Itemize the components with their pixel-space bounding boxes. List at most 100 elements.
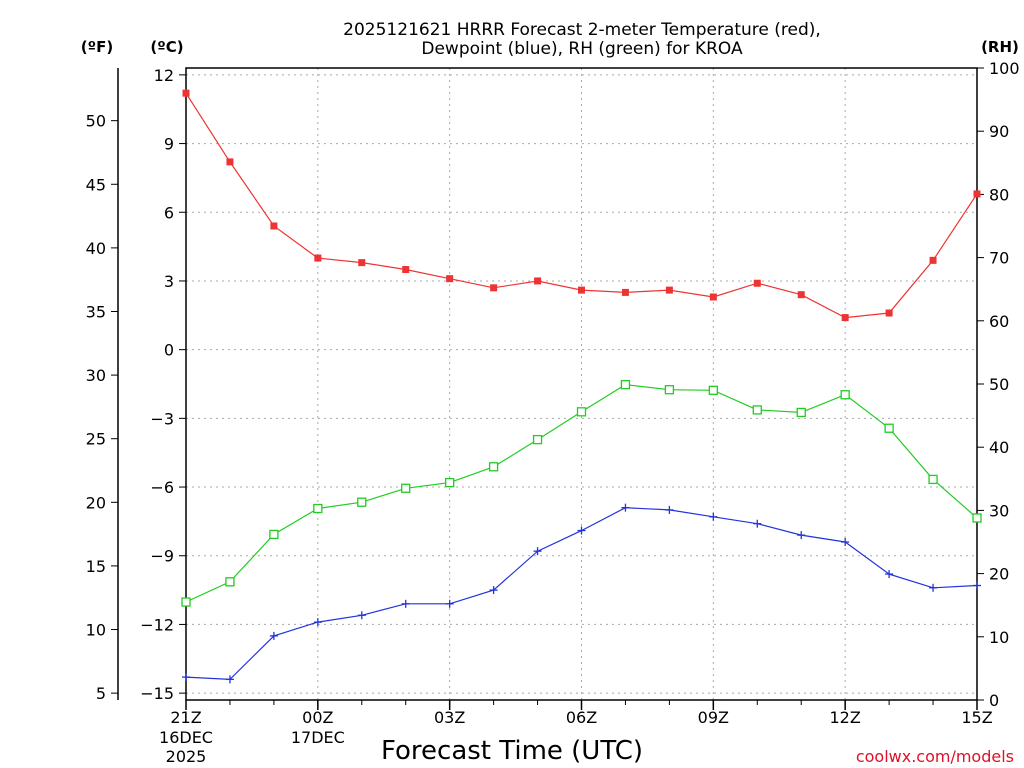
x-tick-date-label: 17DEC [291, 728, 345, 747]
2-meter-temperature-line [185, 92, 978, 319]
dewpoint-point [313, 618, 322, 627]
series [181, 89, 982, 684]
rh-point [181, 597, 191, 607]
rh-point [225, 577, 235, 587]
dewpoint-point [489, 586, 498, 595]
dewpoint-point [973, 581, 981, 590]
x-tick-label: 12Z [830, 708, 861, 727]
2-meter-temperature-point [270, 222, 278, 230]
celsius-tick-label: −3 [150, 409, 174, 428]
rh-point [972, 513, 982, 523]
x-tick-label: 09Z [698, 708, 729, 727]
rh-tick-label: 80 [989, 185, 1009, 204]
dewpoint-point [753, 519, 762, 528]
rh-point [796, 407, 806, 418]
rh-point [752, 405, 762, 415]
2-meter-temperature-point [665, 286, 673, 294]
dewpoint-point [225, 675, 234, 684]
dewpoint-point [929, 583, 938, 592]
dewpoint-point [357, 611, 366, 620]
rh-point [620, 379, 631, 390]
fahrenheit-tick-label: 40 [86, 239, 106, 258]
2-meter-temperature-point [973, 190, 981, 198]
grid-lines [186, 68, 977, 700]
celsius-tick-label: 9 [164, 135, 174, 154]
rh-tick-label: 0 [989, 691, 999, 710]
2-meter-temperature-point [534, 277, 542, 285]
dewpoint-point [621, 503, 630, 512]
celsius-tick-label: −12 [140, 615, 174, 634]
2-meter-temperature-point [753, 279, 761, 287]
rh-tick-label: 50 [989, 375, 1009, 394]
celsius-tick-label: −15 [140, 684, 174, 703]
rh-point [313, 503, 323, 514]
fahrenheit-tick-label: 50 [86, 112, 106, 131]
plot-frame [185, 67, 978, 701]
2-meter-temperature-point [885, 309, 893, 317]
fahrenheit-tick-label: 5 [96, 684, 106, 703]
dewpoint-point [269, 631, 278, 640]
rh-point [445, 477, 455, 488]
rh-point [708, 385, 718, 395]
2-meter-temperature-point [929, 256, 937, 264]
dewpoint-point [182, 673, 190, 682]
2-meter-temperature-point [402, 266, 410, 274]
fahrenheit-tick-label: 45 [86, 175, 106, 194]
chart-title-line2: Dewpoint (blue), RH (green) for KROA [421, 39, 743, 59]
celsius-tick-label: 3 [164, 272, 174, 291]
fahrenheit-tick-label: 15 [86, 557, 106, 576]
rh-point [269, 529, 279, 540]
2-meter-temperature-point [578, 286, 585, 294]
rh-point [884, 423, 894, 433]
2-meter-temperature-point [621, 288, 629, 296]
x-tick-label: 21Z [170, 708, 201, 727]
rh-point [532, 434, 543, 445]
rh-tick-label: 20 [989, 565, 1009, 584]
dewpoint-point [841, 538, 850, 546]
2-meter-temperature-point [182, 89, 190, 97]
2-meter-temperature-point [358, 259, 366, 267]
x-tick-label: 06Z [566, 708, 597, 727]
2-meter-temperature-point [314, 254, 322, 262]
2-meter-temperature-point [446, 275, 454, 283]
rh-point [928, 474, 938, 485]
x-tick-date-label: 16DEC [159, 728, 213, 747]
dewpoint-point [797, 531, 806, 540]
rh-tick-label: 30 [989, 501, 1009, 520]
dewpoint-point [401, 599, 410, 608]
rh-tick-label: 70 [989, 249, 1009, 268]
fahrenheit-tick-label: 10 [86, 621, 106, 640]
credit-text: coolwx.com/models [856, 747, 1014, 766]
dewpoint-point [445, 599, 454, 608]
dewpoint-point [709, 512, 718, 521]
rh-point [664, 385, 675, 395]
rh-point [488, 462, 499, 472]
rh-point [840, 390, 850, 400]
fahrenheit-tick-label: 35 [86, 302, 106, 321]
x-tick-year-label: 2025 [166, 747, 207, 766]
celsius-unit-label: (ºC) [150, 38, 183, 56]
2-meter-temperature-point [797, 291, 805, 299]
fahrenheit-tick-label: 30 [86, 366, 106, 385]
dewpoint-point [885, 570, 894, 579]
2-meter-temperature-point [226, 158, 234, 166]
fahrenheit-unit-label: (ºF) [81, 38, 113, 56]
x-tick-label: 03Z [434, 708, 465, 727]
rh-point [576, 407, 587, 417]
x-tick-label: 15Z [961, 708, 992, 727]
axes: 129630−3−6−9−12−155045403530252015105100… [86, 59, 1020, 766]
2-meter-temperature-point [841, 314, 849, 322]
rh-unit-label: (RH) [981, 38, 1019, 56]
celsius-tick-label: 6 [164, 203, 174, 222]
rh-tick-label: 90 [989, 122, 1009, 141]
celsius-tick-label: 12 [154, 66, 174, 85]
rh-tick-label: 100 [989, 59, 1020, 78]
rh-point [357, 497, 367, 507]
celsius-tick-label: −6 [150, 478, 174, 497]
rh-point [401, 483, 411, 493]
x-tick-label: 00Z [302, 708, 333, 727]
celsius-tick-label: −9 [150, 547, 174, 566]
dewpoint-point [665, 505, 674, 514]
dewpoint-point [577, 526, 586, 535]
